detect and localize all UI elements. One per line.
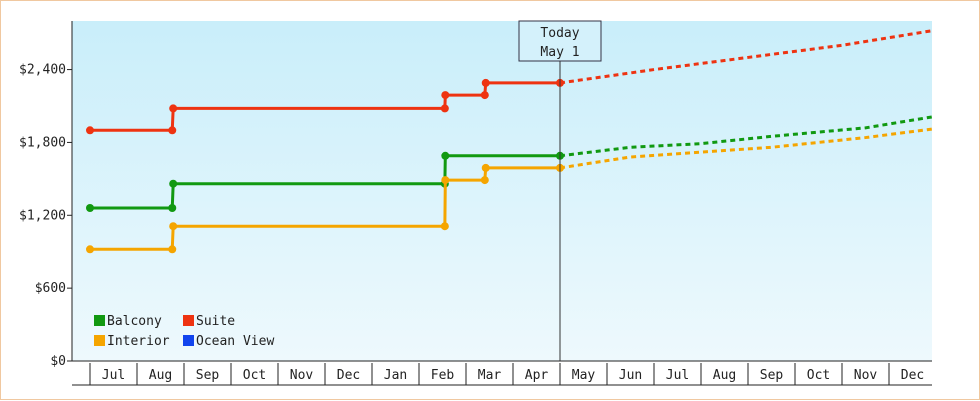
x-tick-label: Sep: [760, 368, 784, 383]
x-tick-label: Aug: [713, 368, 736, 383]
x-tick-label: May: [572, 368, 596, 383]
data-point-interior: [481, 163, 490, 172]
data-point-interior: [440, 222, 449, 231]
data-point-suite: [86, 126, 94, 135]
x-tick-label: Sep: [196, 368, 220, 383]
x-tick-label: Nov: [290, 368, 314, 383]
x-tick-label: Mar: [478, 368, 502, 383]
data-point-suite: [168, 126, 177, 135]
data-point-balcony: [168, 204, 177, 212]
data-point-interior: [86, 245, 94, 254]
today-box: [518, 20, 602, 62]
data-point-interior: [169, 222, 178, 231]
y-tick-label: $1,200: [19, 208, 66, 223]
legend-label-ocean-view: Ocean View: [196, 334, 274, 349]
data-point-balcony: [169, 179, 178, 188]
x-tick-label: Oct: [243, 368, 266, 383]
legend-swatch-ocean-view: [183, 335, 194, 346]
x-tick-label: Oct: [807, 368, 830, 383]
data-point-balcony: [441, 151, 450, 160]
legend-swatch-balcony: [94, 315, 105, 326]
x-tick-label: Jul: [102, 368, 125, 383]
x-tick-label: Jan: [384, 368, 407, 383]
series-projection-balcony: [559, 115, 933, 158]
x-tick-label: Aug: [149, 368, 172, 383]
y-tick-label: $1,800: [19, 135, 66, 150]
data-point-suite: [169, 104, 178, 113]
y-tick-label: $600: [35, 281, 66, 296]
x-tick-label: Dec: [337, 368, 360, 383]
legend-swatch-suite: [183, 315, 194, 326]
today-date: May 1: [540, 45, 579, 60]
data-point-suite: [480, 91, 489, 100]
x-tick-label: Jun: [619, 368, 642, 383]
series-line-balcony: [90, 154, 560, 210]
legend-swatch-interior: [94, 335, 105, 346]
x-tick-label: Jul: [666, 368, 689, 383]
legend-label-balcony: Balcony: [107, 314, 162, 329]
legend-label-interior: Interior: [107, 334, 170, 349]
data-point-balcony: [86, 204, 94, 212]
series-projection-suite: [559, 29, 933, 85]
series-projection-interior: [559, 127, 933, 170]
x-tick-label: Feb: [431, 368, 455, 383]
data-point-interior: [480, 176, 489, 185]
data-point-interior: [441, 176, 450, 185]
legend-label-suite: Suite: [196, 314, 235, 329]
x-tick-label: Dec: [901, 368, 924, 383]
y-tick-label: $0: [50, 354, 66, 369]
data-point-interior: [168, 245, 177, 254]
axes: $0 $600 $1,200 $1,800 $2,400 Jul Aug Sep Oct Nov D…: [19, 21, 932, 386]
y-tick-label: $2,400: [19, 63, 66, 78]
data-point-suite: [481, 78, 490, 87]
series-layer: [86, 29, 933, 254]
legend: Balcony Suite Interior Ocean View: [94, 314, 274, 349]
plot-area: [72, 21, 932, 361]
x-tick-label: Apr: [525, 368, 549, 383]
x-tick-label: Nov: [854, 368, 878, 383]
data-point-suite: [441, 91, 450, 100]
today-marker: Today May 1: [518, 20, 602, 361]
today-label: Today: [540, 26, 579, 41]
data-point-suite: [440, 104, 449, 113]
